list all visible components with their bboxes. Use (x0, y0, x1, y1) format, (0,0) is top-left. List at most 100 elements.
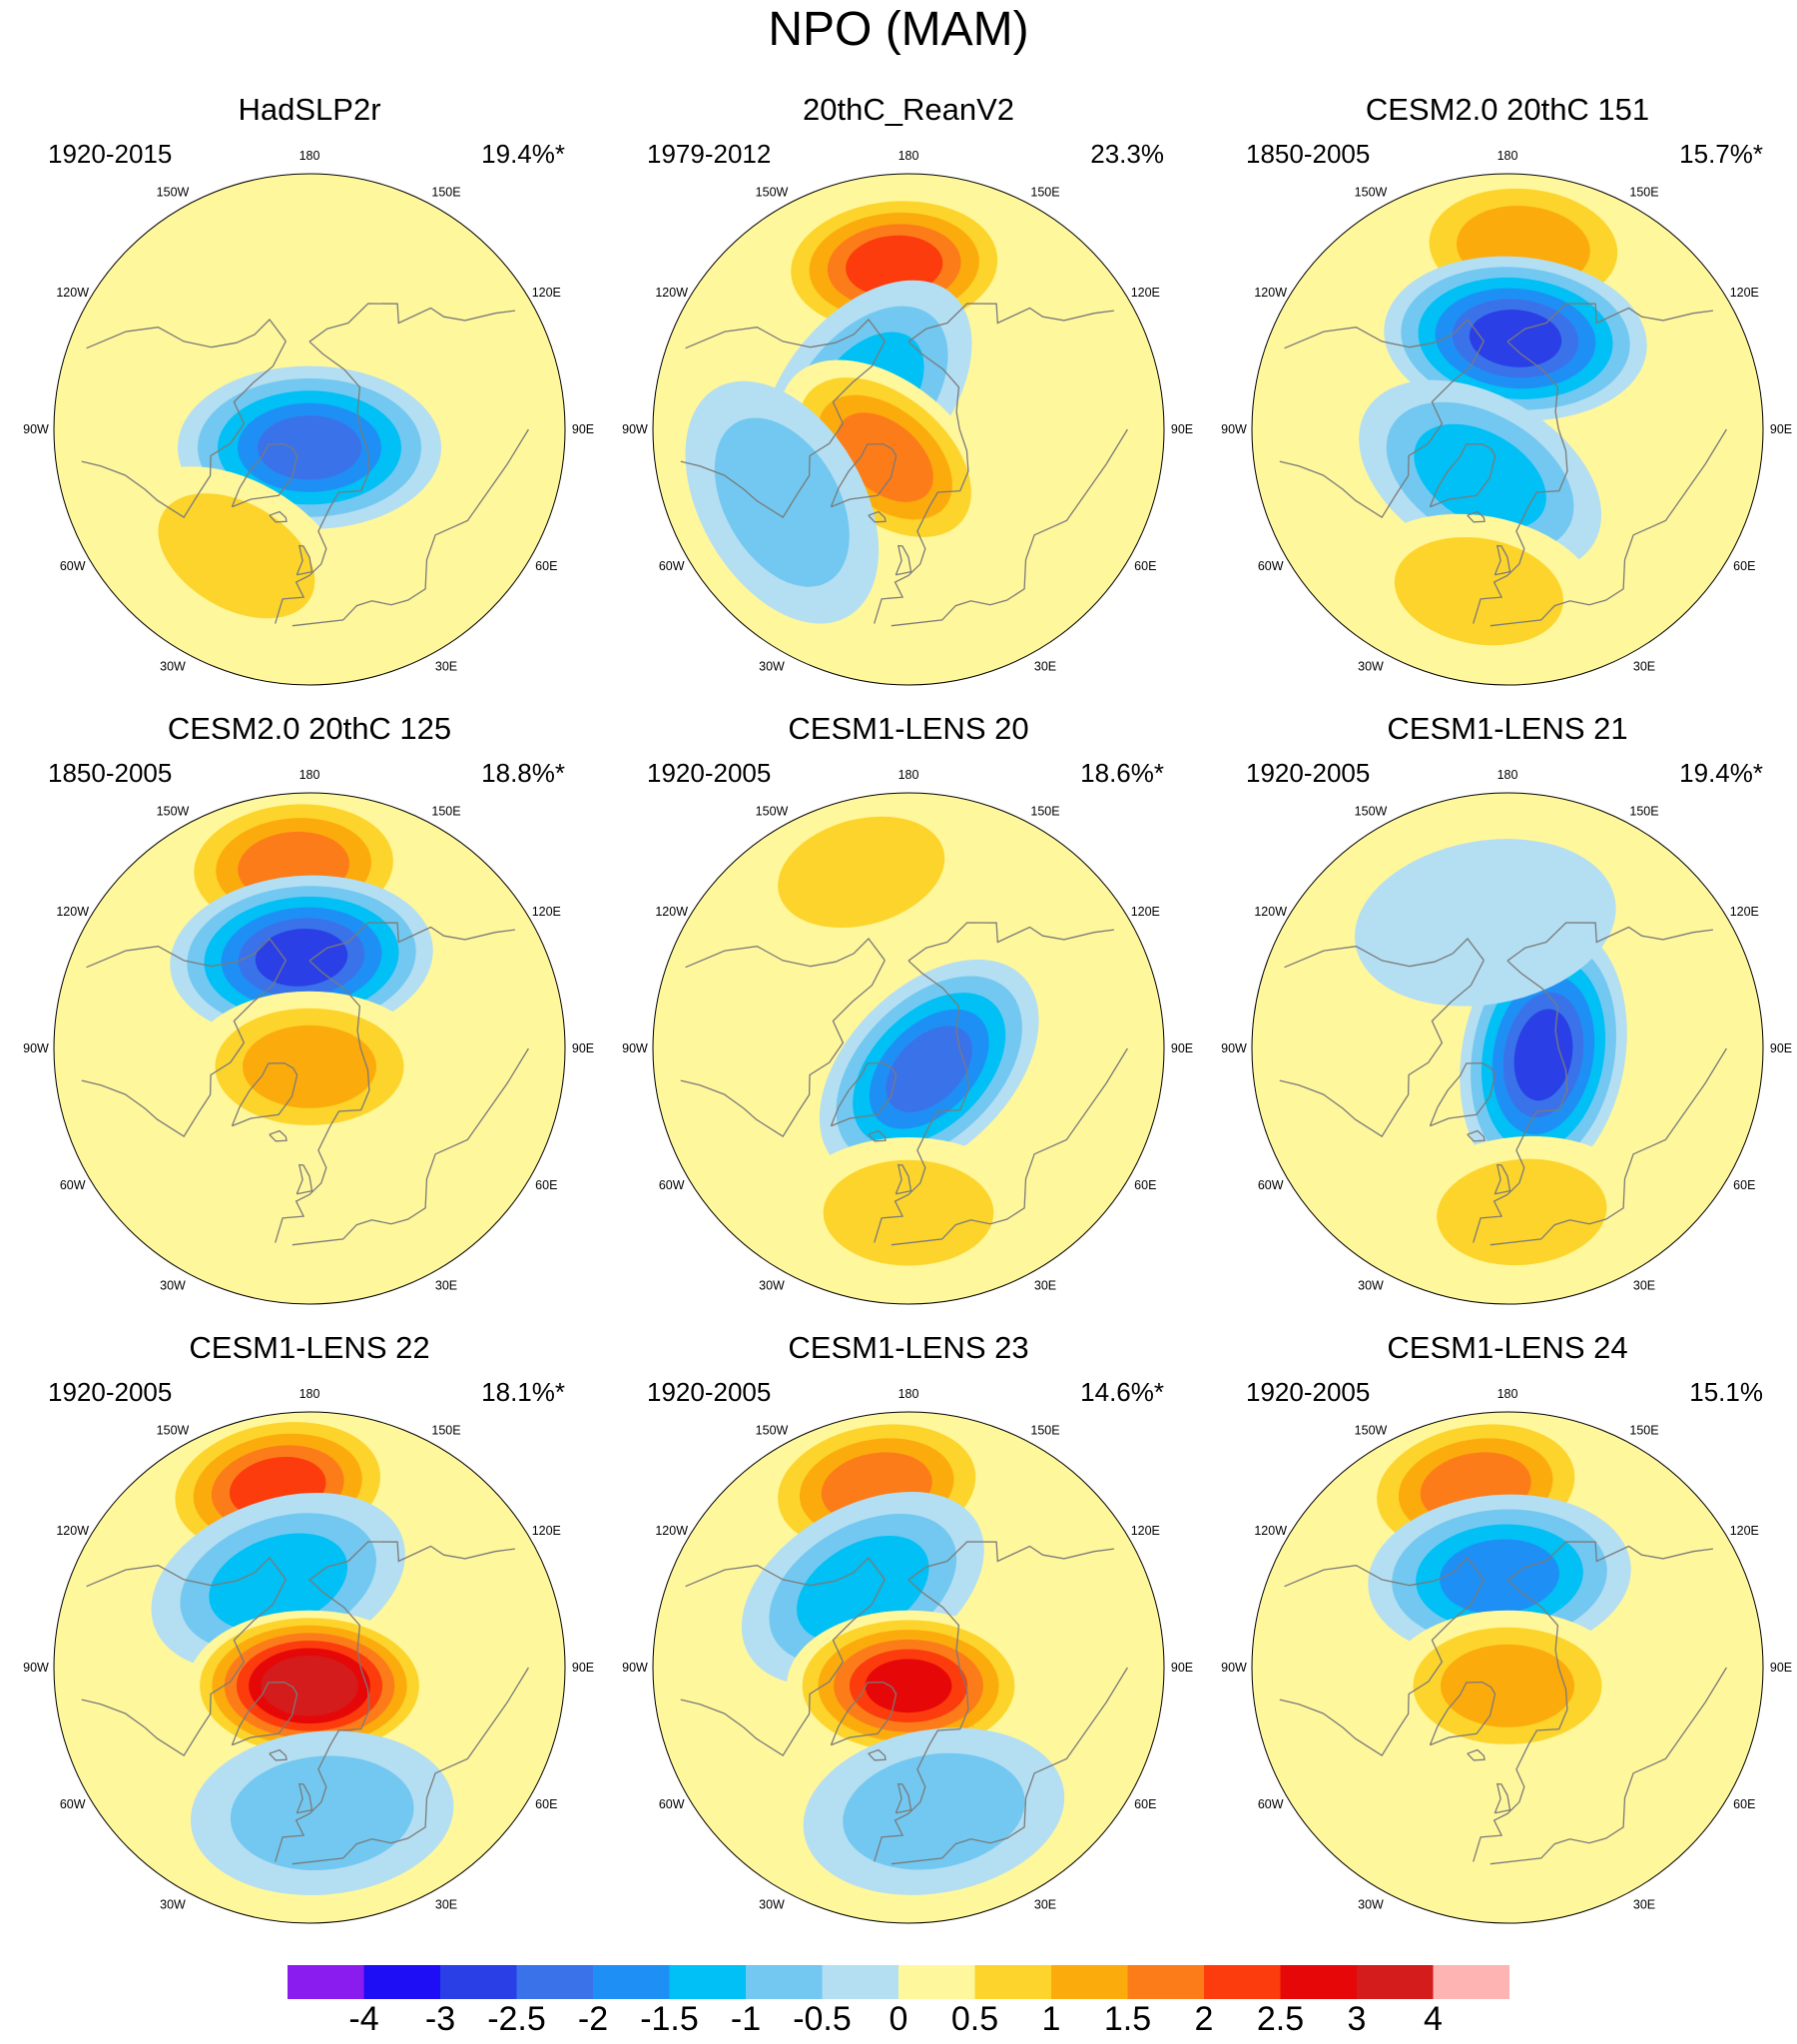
panel-title: CESM1-LENS 23 (788, 1330, 1029, 1365)
longitude-label: 30E (1034, 659, 1056, 673)
coastline (269, 510, 288, 523)
coastline (308, 1541, 515, 1581)
coastline (231, 1681, 299, 1746)
contour-field (1252, 1412, 1763, 1923)
longitude-label: 60E (1134, 1178, 1156, 1192)
coastline (1429, 1061, 1497, 1127)
coastline (296, 544, 313, 576)
map-border (1251, 173, 1764, 686)
longitude-label: 90E (1171, 1661, 1193, 1675)
coastline (86, 1557, 287, 1588)
panel-variance: 18.1%* (481, 1377, 565, 1407)
colorbar-tick-label: -3 (424, 2000, 456, 2038)
panel-variance: 18.8%* (481, 758, 565, 788)
panel-period: 1920-2015 (48, 139, 173, 169)
coastline (231, 442, 299, 508)
panel-title: HadSLP2r (238, 92, 381, 127)
longitude-label: 60E (1733, 559, 1755, 573)
longitude-label: 60E (535, 1797, 557, 1811)
coastline (81, 960, 287, 1138)
longitude-label: 30W (160, 1897, 186, 1911)
coastline (308, 922, 515, 962)
polar-map: 180150E120E90E60E30E030W60W90W120W150W (622, 1387, 1193, 1924)
map-panel: CESM1-LENS 20 1920-2005 18.6%* 180 150E 120E 9… (619, 709, 1198, 1308)
coastline (1490, 1667, 1727, 1865)
colorbar-swatch (1127, 1965, 1204, 1999)
panel-title: CESM1-LENS 21 (1387, 711, 1628, 746)
contour-field (54, 174, 565, 685)
contour-field (1252, 793, 1763, 1304)
coastline (1490, 1047, 1727, 1246)
longitude-label: 60W (1258, 559, 1284, 573)
longitude-label: 60W (1258, 1797, 1284, 1811)
coastline (907, 1541, 1114, 1581)
longitude-label: 90E (1171, 422, 1193, 436)
longitude-label: 60W (659, 1797, 685, 1811)
colorbar-tick-label: 3 (1347, 2000, 1367, 2038)
contour-core (1473, 914, 1498, 932)
panel-period: 1920-2005 (1246, 758, 1371, 788)
polar-map: 180150E120E90E60E30E030W60W90W120W150W (23, 768, 594, 1305)
colorbar-tick-label: 1.5 (1103, 2000, 1152, 2038)
polar-map: 180150E120E90E60E30E030W60W90W120W150W (1221, 768, 1792, 1305)
longitude-label: 120W (1254, 1524, 1287, 1538)
longitude-label: 150W (1355, 1424, 1388, 1438)
contour-core (1467, 582, 1492, 600)
contour-core (298, 1678, 321, 1695)
coastline (1473, 341, 1568, 624)
map-panel: CESM1-LENS 24 1920-2005 15.1% 180 150E 120E 90… (1218, 1328, 1797, 1927)
longitude-label: 30E (1633, 659, 1655, 673)
longitude-label: 180 (1498, 149, 1518, 163)
coastline (1494, 544, 1511, 576)
longitude-label: 90E (1171, 1041, 1193, 1055)
map-border (1251, 792, 1764, 1305)
longitude-label: 120E (1131, 905, 1160, 919)
colorbar-tick-label: -2 (577, 2000, 609, 2038)
map-panel: CESM2.0 20thC 151 1850-2005 15.7%* 180 150E 1… (1218, 90, 1797, 689)
contour-core (1509, 1203, 1534, 1220)
coastline (685, 1557, 886, 1588)
longitude-label: 30E (435, 1278, 457, 1292)
longitude-label: 180 (300, 1387, 320, 1401)
coastline (86, 938, 287, 969)
longitude-label: 60E (1733, 1178, 1755, 1192)
map-border (53, 1411, 566, 1924)
contour-field (54, 793, 565, 1304)
longitude-label: 150E (1629, 805, 1658, 819)
colorbar (288, 1965, 1509, 1999)
polar-map: 180150E120E90E60E30E030W60W90W120W150W (23, 1387, 594, 1924)
panel-period: 1850-2005 (48, 758, 173, 788)
longitude-label: 150E (1030, 1424, 1059, 1438)
panel-variance: 15.1% (1689, 1377, 1763, 1407)
coastline (81, 1579, 287, 1757)
colorbar-swatch (593, 1965, 670, 1999)
longitude-label: 90E (572, 1041, 594, 1055)
panel-title: CESM1-LENS 24 (1387, 1330, 1628, 1365)
coastline (1467, 1129, 1486, 1142)
longitude-label: 90E (1770, 1041, 1792, 1055)
longitude-label: 120E (532, 1524, 561, 1538)
coastline (680, 341, 886, 519)
contour-field (1252, 174, 1763, 685)
longitude-label: 150E (1030, 805, 1059, 819)
map-border (652, 1411, 1165, 1924)
panel-title: CESM1-LENS 20 (788, 711, 1029, 746)
contour-core (290, 949, 313, 966)
panel-title: CESM2.0 20thC 125 (167, 711, 452, 746)
longitude-label: 30W (759, 1897, 785, 1911)
longitude-label: 150E (1629, 1424, 1658, 1438)
coastline (680, 960, 886, 1138)
polar-map: 180150E120E90E60E30E030W60W90W120W150W (1221, 1387, 1792, 1924)
coastline (1494, 1163, 1511, 1195)
longitude-label: 30W (1358, 659, 1384, 673)
longitude-label: 150W (756, 805, 789, 819)
panel-variance: 19.4%* (481, 139, 565, 169)
figure-title: NPO (MAM) (768, 3, 1029, 56)
longitude-label: 180 (898, 149, 919, 163)
contour-field (54, 1412, 565, 1923)
coastline (907, 922, 1114, 962)
polar-map: 180150E120E90E60E30E030W60W90W120W150W (1221, 149, 1792, 686)
contour-core (852, 1579, 875, 1598)
contour-core (1488, 1568, 1511, 1585)
coastline (685, 938, 886, 969)
